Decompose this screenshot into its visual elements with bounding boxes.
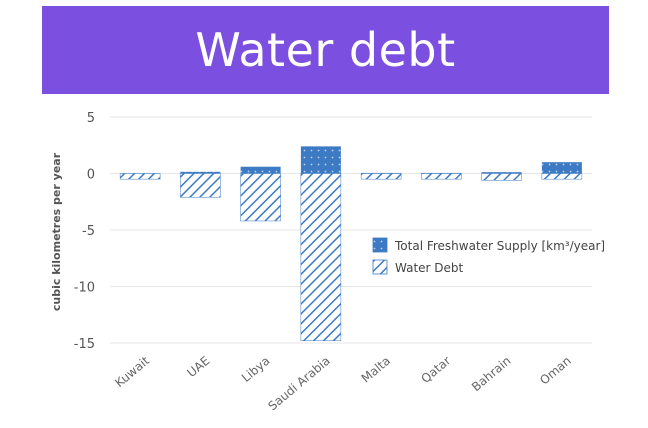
legend-label-debt: Water Debt <box>395 261 464 275</box>
chart-title: Water debt <box>195 23 456 77</box>
x-tick-label: Qatar <box>418 354 453 386</box>
legend: Total Freshwater Supply [km³/year] Water… <box>372 237 605 275</box>
x-tick-label: UAE <box>184 354 212 381</box>
y-axis-title: cubic kilometres per year <box>50 152 63 311</box>
y-tick-label: -15 <box>74 337 95 352</box>
bar-supply <box>240 166 281 174</box>
bar-debt <box>300 173 342 341</box>
x-tick-label: Malta <box>359 354 393 386</box>
bar-debt <box>360 173 402 180</box>
legend-label-supply: Total Freshwater Supply [km³/year] <box>394 239 605 253</box>
legend-swatch-supply <box>372 237 388 253</box>
bar-supply <box>541 162 582 174</box>
bar-supply <box>481 172 522 174</box>
x-tick-label: Kuwait <box>112 353 152 390</box>
y-tick-label: -5 <box>82 224 95 239</box>
bar-debt <box>541 173 583 180</box>
legend-swatch-debt <box>372 259 388 275</box>
x-tick-label: Saudi Arabia <box>265 354 332 414</box>
bar-debt <box>180 173 221 198</box>
x-tick-label: Oman <box>537 354 574 388</box>
bar-debt <box>119 173 161 180</box>
y-tick-label: -10 <box>74 281 95 296</box>
bar-debt <box>481 173 522 181</box>
bar-debt <box>421 173 462 180</box>
grid <box>110 116 592 344</box>
bars <box>119 146 583 341</box>
y-tick-label: 5 <box>87 111 95 126</box>
y-tick-label: 0 <box>87 168 95 183</box>
bar-debt <box>240 173 281 222</box>
bar-supply <box>180 171 221 174</box>
x-tick-label: Libya <box>239 354 273 385</box>
title-banner: Water debt <box>42 6 609 94</box>
bar-supply <box>300 146 341 174</box>
x-tick-label: Bahrain <box>469 354 514 395</box>
